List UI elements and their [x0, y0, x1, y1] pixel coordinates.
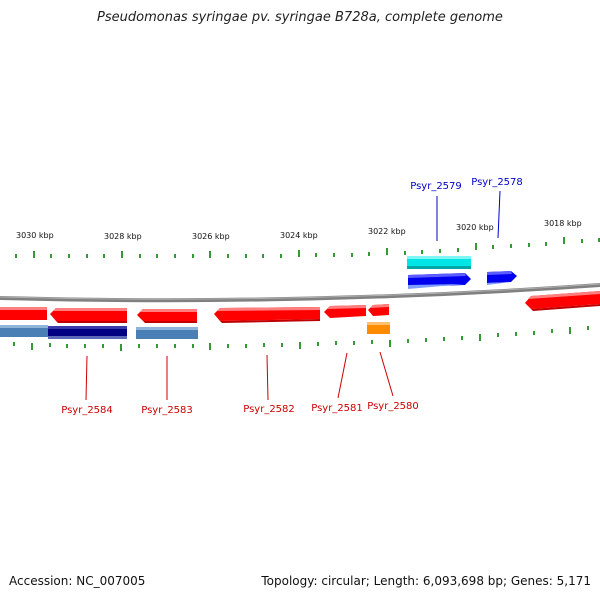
scale-label: 3028 kbp — [104, 232, 142, 241]
gene-label-psyr-2582[interactable]: Psyr_2582 — [243, 404, 295, 415]
scale-label: 3024 kbp — [280, 231, 318, 240]
leader-psyr-2581 — [337, 352, 348, 399]
gene-label-psyr-2584[interactable]: Psyr_2584 — [61, 405, 113, 416]
genome-title: Pseudomonas syringae pv. syringae B728a,… — [97, 10, 503, 25]
scale-label: 3026 kbp — [192, 232, 230, 241]
cds-feature-psyr-2581[interactable] — [324, 305, 366, 318]
gene-labels: Psyr_2579 Psyr_2578 Psyr_2584 Psyr_2583 … — [61, 177, 523, 416]
label-leaders — [85, 190, 501, 401]
gene-label-psyr-2583[interactable]: Psyr_2583 — [141, 405, 193, 416]
gene-label-psyr-2581[interactable]: Psyr_2581 — [311, 403, 363, 414]
bottom-tick-row — [13, 326, 589, 351]
cds-feature-psyr-2579-blue[interactable] — [408, 273, 471, 289]
leader-psyr-2580 — [379, 351, 394, 397]
scale-label: 3020 kbp — [456, 223, 494, 232]
cds-feature-psyr-2584[interactable] — [50, 308, 127, 323]
gene-label-psyr-2580[interactable]: Psyr_2580 — [367, 401, 419, 412]
gene-label-psyr-2579[interactable]: Psyr_2579 — [410, 181, 462, 192]
scale-label: 3030 kbp — [16, 231, 54, 240]
genome-backbone — [0, 283, 600, 303]
cds-feature-psyr-2582[interactable] — [214, 307, 320, 323]
cds-feature-psyr-2580-red[interactable] — [368, 304, 389, 316]
cds-feature-psyr-2578[interactable] — [487, 271, 517, 285]
gene-label-psyr-2578[interactable]: Psyr_2578 — [471, 177, 523, 188]
leader-psyr-2582 — [266, 354, 269, 401]
scale-labels: 3030 kbp 3028 kbp 3026 kbp 3024 kbp 3022… — [16, 219, 582, 241]
topology-text: Topology: circular; Length: 6,093,698 bp… — [261, 574, 591, 588]
genome-backbone-highlight — [0, 283, 600, 300]
scale-label: 3018 kbp — [544, 219, 582, 228]
accession-text: Accession: NC_007005 — [9, 574, 146, 588]
cds-feature-psyr-2579-cyan[interactable] — [407, 256, 471, 269]
cds-feature-right-edge[interactable] — [525, 291, 600, 311]
lower-track-feature-navy[interactable] — [48, 326, 127, 339]
lower-track-feature-left[interactable] — [0, 325, 48, 337]
top-tick-row — [15, 237, 600, 258]
lower-track-feature-orange[interactable] — [367, 322, 390, 334]
scale-label: 3022 kbp — [368, 227, 406, 236]
lower-track-feature-psyr-2583[interactable] — [136, 327, 198, 339]
leader-psyr-2584 — [85, 355, 88, 401]
cds-feature-psyr-2583[interactable] — [137, 309, 197, 323]
leader-psyr-2578 — [497, 190, 501, 239]
cds-feature-left-edge[interactable] — [0, 307, 47, 320]
